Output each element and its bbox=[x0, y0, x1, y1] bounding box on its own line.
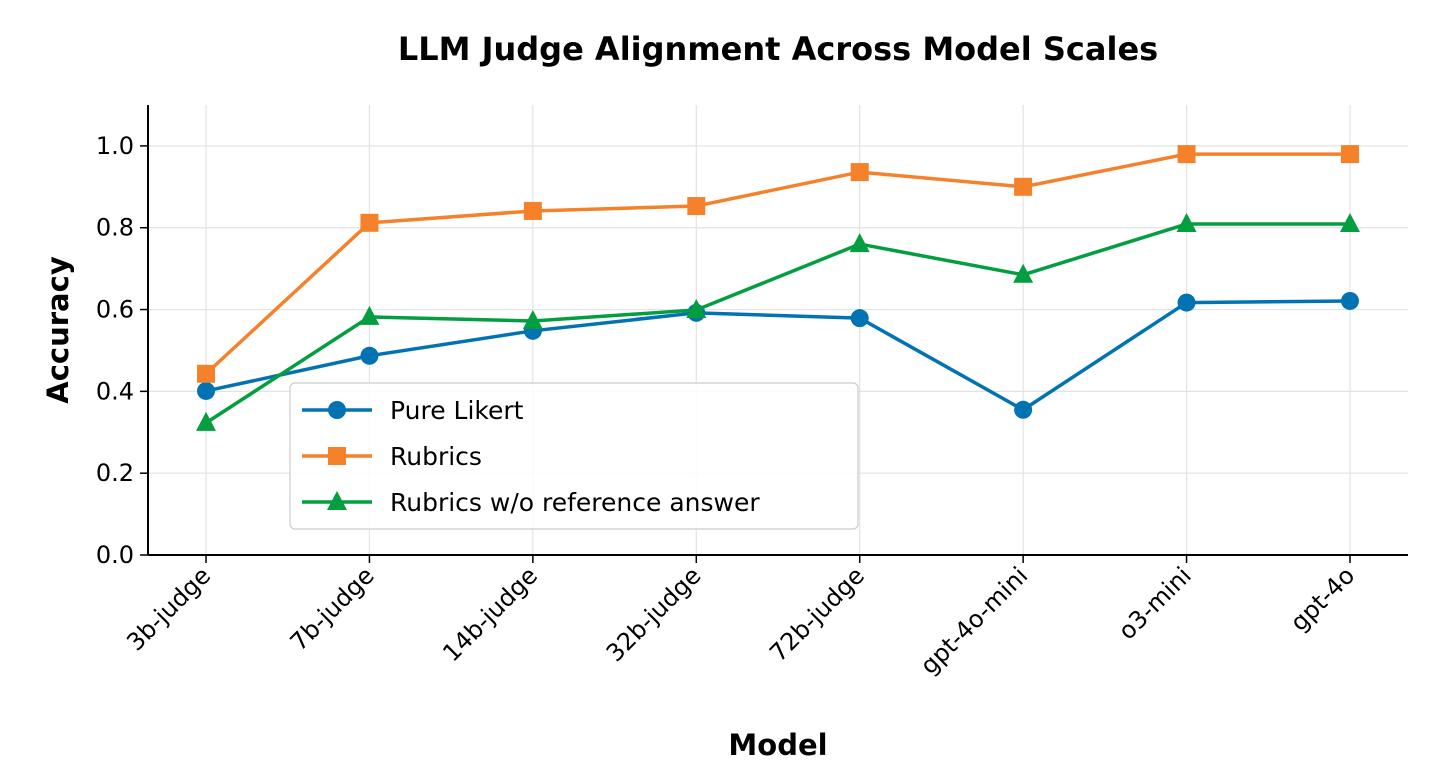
x-tick-label: gpt-4o-mini bbox=[915, 561, 1033, 679]
y-tick-label: 1.0 bbox=[96, 132, 134, 160]
data-point bbox=[523, 201, 542, 220]
legend-label: Pure Likert bbox=[390, 396, 524, 425]
x-tick-label: gpt-4o bbox=[1285, 561, 1360, 636]
data-point bbox=[849, 233, 870, 253]
data-point bbox=[850, 163, 869, 182]
legend-label: Rubrics bbox=[390, 442, 482, 471]
data-point bbox=[197, 364, 216, 383]
chart-title: LLM Judge Alignment Across Model Scales bbox=[398, 30, 1158, 68]
y-tick-label: 0.4 bbox=[96, 377, 134, 405]
y-tick-label: 0.2 bbox=[96, 459, 134, 487]
data-point bbox=[1013, 263, 1034, 283]
data-point bbox=[850, 309, 869, 328]
y-tick-label: 0.8 bbox=[96, 214, 134, 242]
legend-marker bbox=[327, 491, 347, 510]
legend-label: Rubrics w/o reference answer bbox=[390, 488, 760, 517]
data-point bbox=[360, 346, 379, 365]
series-rubrics bbox=[197, 145, 1359, 383]
data-point bbox=[1340, 145, 1359, 164]
data-point bbox=[1340, 291, 1359, 310]
y-axis-label: Accuracy bbox=[41, 256, 75, 404]
data-point bbox=[686, 298, 707, 318]
data-point bbox=[1014, 177, 1033, 196]
y-tick-label: 0.0 bbox=[96, 541, 134, 569]
data-point bbox=[687, 197, 706, 216]
x-tick-label: 7b-judge bbox=[285, 561, 380, 656]
data-point bbox=[1177, 293, 1196, 312]
series-line bbox=[205, 222, 1350, 425]
series-line bbox=[204, 152, 1350, 376]
data-point bbox=[1014, 400, 1033, 419]
series-group bbox=[196, 145, 1360, 431]
x-tick-label: 14b-judge bbox=[437, 561, 543, 667]
x-axis-label: Model bbox=[728, 728, 827, 762]
legend-marker bbox=[328, 401, 346, 419]
legend-marker bbox=[328, 447, 346, 465]
legend: Pure Likert Rubrics Rubrics w/o reference … bbox=[289, 382, 859, 530]
legend-box bbox=[289, 382, 859, 530]
data-point bbox=[196, 411, 217, 431]
series-line bbox=[205, 299, 1351, 412]
x-tick-label: 72b-judge bbox=[764, 561, 870, 667]
data-point bbox=[1339, 213, 1360, 233]
x-tick-label: 3b-judge bbox=[121, 561, 216, 656]
series-rubrics-w-o-reference-answer bbox=[196, 213, 1360, 431]
series-pure-likert bbox=[197, 291, 1359, 419]
data-point bbox=[1177, 145, 1196, 164]
data-point bbox=[360, 213, 379, 232]
data-point bbox=[197, 381, 216, 400]
x-tick-label: o3-mini bbox=[1113, 561, 1197, 645]
x-tick-label: 32b-judge bbox=[601, 561, 707, 667]
data-point bbox=[1176, 213, 1197, 233]
data-point bbox=[522, 310, 543, 329]
y-tick-label: 0.6 bbox=[96, 296, 134, 324]
data-point bbox=[359, 305, 380, 325]
